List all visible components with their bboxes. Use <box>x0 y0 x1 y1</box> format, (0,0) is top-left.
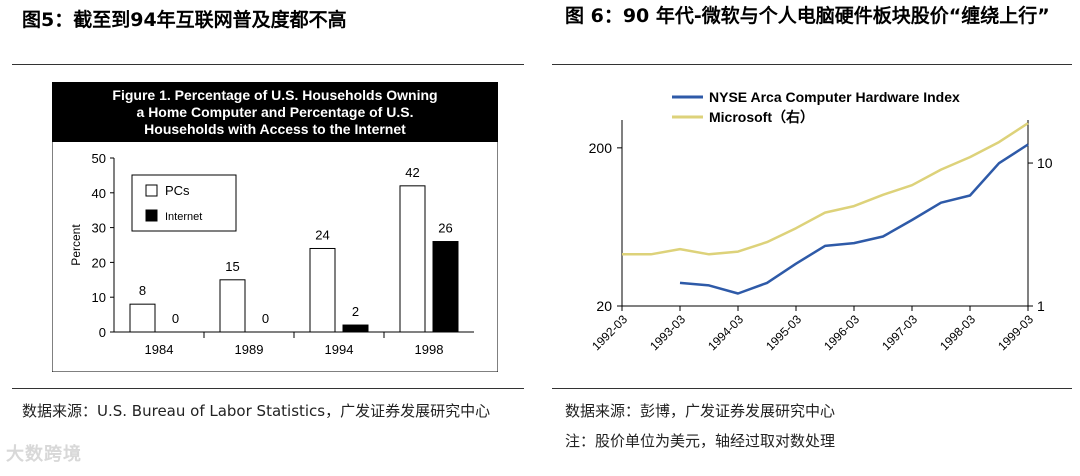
bar-value-label: 0 <box>262 311 269 326</box>
legend-label: Microsoft（右） <box>709 109 814 125</box>
series-line-nyse-arca <box>679 143 1029 295</box>
legend-label: PCs <box>165 183 190 198</box>
y-tick-label: 30 <box>92 221 106 236</box>
bar-internet <box>432 241 459 333</box>
bar-pcs <box>399 185 426 333</box>
bar-pcs <box>219 279 246 333</box>
bar-value-label: 15 <box>225 259 239 274</box>
right-top-divider <box>552 64 1072 65</box>
y-tick-label: 10 <box>92 290 106 305</box>
x-tick-label: 1994 <box>325 342 354 357</box>
x-tick-label: 1996-03 <box>821 312 862 353</box>
y-axis-label: Percent <box>69 224 83 266</box>
legend-box <box>131 174 237 232</box>
left-y-tick-label: 200 <box>589 140 613 156</box>
bar-pcs <box>129 303 156 333</box>
y-tick-label: 0 <box>99 325 106 340</box>
legend: NYSE Arca Computer Hardware Index Microso… <box>672 89 960 125</box>
figure-1-bar-chart: Figure 1. Percentage of U.S. Households … <box>52 82 498 372</box>
x-tick-label: 1995-03 <box>763 312 804 353</box>
series-line-microsoft <box>622 122 1029 256</box>
bar-value-label: 24 <box>315 227 329 242</box>
left-source-note: 数据来源：U.S. Bureau of Labor Statistics，广发证… <box>22 402 491 420</box>
figure-title-band <box>52 82 498 142</box>
figure-title-line: Figure 1. Percentage of U.S. Households … <box>112 87 437 103</box>
y-tick-label: 40 <box>92 186 106 201</box>
legend-label: Internet <box>165 211 202 223</box>
figure-title-line: Households with Access to the Internet <box>144 121 406 137</box>
bar-value-label: 8 <box>139 283 146 298</box>
bar-internet <box>342 324 369 333</box>
x-tick-label: 1992-03 <box>589 312 630 353</box>
bar-value-label: 0 <box>172 311 179 326</box>
left-panel-title: 图5：截至到94年互联网普及度都不高 <box>22 9 347 31</box>
x-tick-label: 1999-03 <box>995 312 1036 353</box>
x-tick-label: 1984 <box>145 342 174 357</box>
figure-title-line: a Home Computer and Percentage of U.S. <box>137 104 414 120</box>
right-panel-title: 图 6：90 年代-微软与个人电脑硬件板块股价“缠绕上行” <box>565 5 1050 27</box>
bar-value-label: 26 <box>438 221 452 236</box>
x-tick-label: 1998 <box>415 342 444 357</box>
bar-pcs <box>309 247 336 333</box>
left-y-tick-label: 20 <box>596 298 612 314</box>
bar-value-label: 2 <box>352 304 359 319</box>
legend-label: NYSE Arca Computer Hardware Index <box>709 89 960 105</box>
watermark-text: 大数跨境 <box>6 444 82 465</box>
figure-6-line-chart: 20 200 1 10 1992-03 1993-03 1994-03 1995-03 1996… <box>589 89 1053 353</box>
right-y-tick-label: 1 <box>1037 298 1045 314</box>
legend-swatch <box>145 184 158 197</box>
legend-swatch <box>145 209 158 222</box>
right-footnote: 注：股价单位为美元，轴经过取对数处理 <box>565 432 836 450</box>
x-tick-label: 1998-03 <box>937 312 978 353</box>
x-tick-label: 1993-03 <box>647 312 688 353</box>
left-bottom-divider <box>12 388 524 389</box>
legend: PCs Internet <box>131 174 237 232</box>
left-top-divider <box>12 64 524 65</box>
x-tick-label: 1997-03 <box>879 312 920 353</box>
y-tick-label: 20 <box>92 255 106 270</box>
y-tick-label: 50 <box>92 151 106 166</box>
right-y-tick-label: 10 <box>1037 155 1053 171</box>
bar-value-label: 42 <box>405 165 419 180</box>
x-tick-label: 1989 <box>235 342 264 357</box>
right-bottom-divider <box>552 388 1072 389</box>
x-tick-label: 1994-03 <box>705 312 746 353</box>
right-source-note: 数据来源：彭博，广发证券发展研究中心 <box>565 402 836 420</box>
